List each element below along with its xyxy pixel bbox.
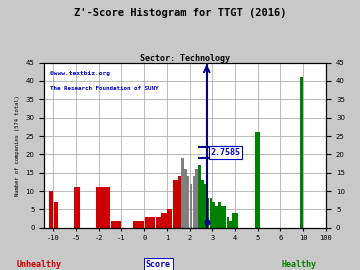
Bar [325,96,326,228]
Bar [187,176,189,228]
Text: Score: Score [146,260,171,269]
Bar [198,166,201,228]
Bar [221,206,224,228]
Bar [212,202,215,228]
Bar [74,187,80,228]
Bar [49,191,53,228]
Bar [167,210,172,228]
Bar [111,221,121,228]
Bar [193,176,195,228]
Text: The Research Foundation of SUNY: The Research Foundation of SUNY [50,86,158,91]
Text: 2.7585: 2.7585 [210,148,240,157]
Bar [173,180,178,228]
Bar [184,169,186,228]
Title: Sector: Technology: Sector: Technology [140,53,230,63]
Bar [204,184,207,228]
Bar [181,158,184,228]
Bar [96,187,109,228]
Text: Unhealthy: Unhealthy [17,260,62,269]
Bar [54,202,58,228]
Bar [224,206,226,228]
Text: Z'-Score Histogram for TTGT (2016): Z'-Score Histogram for TTGT (2016) [74,8,286,18]
Y-axis label: Number of companies (574 total): Number of companies (574 total) [15,95,20,195]
Bar [218,202,221,228]
Bar [226,217,229,228]
Bar [156,217,161,228]
Text: ©www.textbiz.org: ©www.textbiz.org [50,71,110,76]
Bar [255,132,260,228]
Bar [201,180,204,228]
Bar [207,198,209,228]
Bar [229,221,232,228]
Bar [178,176,181,228]
Bar [235,213,238,228]
Bar [161,213,167,228]
Bar [190,184,192,228]
Bar [215,206,218,228]
Text: Healthy: Healthy [281,260,316,269]
Bar [145,217,155,228]
Bar [232,213,235,228]
Bar [300,77,303,228]
Bar [133,221,144,228]
Bar [210,198,212,228]
Bar [195,169,198,228]
